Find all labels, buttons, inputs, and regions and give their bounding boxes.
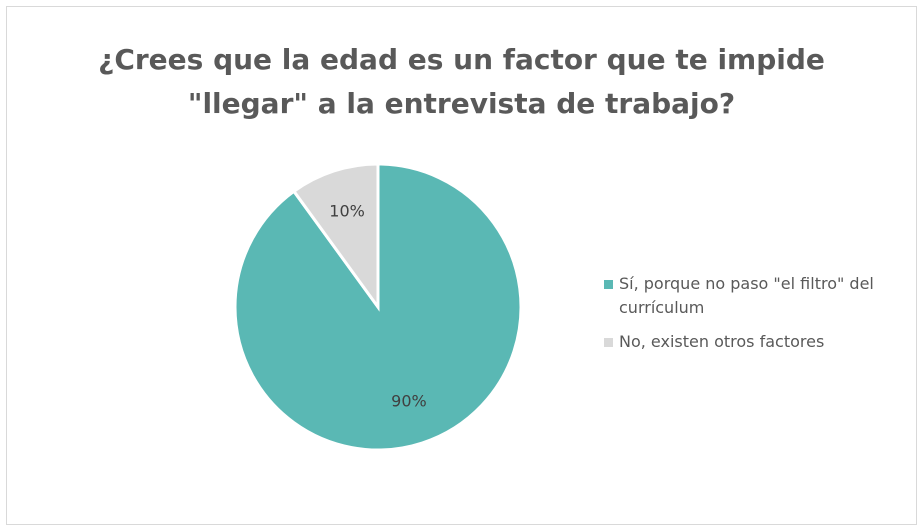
data-label: 10% [329,201,365,220]
chart-border [6,6,917,525]
legend-item: No, existen otros factores [604,330,904,354]
data-label: 90% [391,392,427,411]
legend-item: Sí, porque no paso "el filtro" del currí… [604,272,904,320]
legend-label: Sí, porque no paso "el filtro" del currí… [619,274,874,317]
legend-label: No, existen otros factores [619,332,825,351]
legend: Sí, porque no paso "el filtro" del currí… [604,272,904,364]
pie-slice [291,162,380,312]
legend-swatch [604,280,613,289]
legend-swatch [604,338,613,347]
chart-title: ¿Crees que la edad es un factor que te i… [98,43,825,120]
